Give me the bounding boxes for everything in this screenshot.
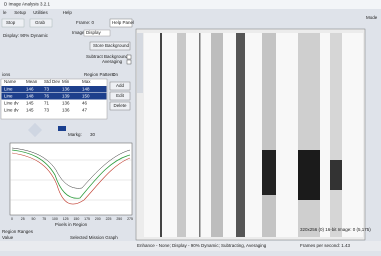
pattern-value: On [112, 72, 119, 77]
table-cell: 148 [26, 93, 34, 98]
help-label: Help Panel [112, 20, 134, 25]
frame-label: Frame: 0 [76, 20, 95, 25]
table-cell: Line dv [4, 100, 19, 105]
x-tick-label: 150 [73, 217, 79, 221]
x-tick-label: 225 [106, 217, 112, 221]
x-tick-label: 175 [84, 217, 90, 221]
table-cell: Line dv [4, 107, 19, 112]
table-cell: Line [4, 93, 13, 98]
display-mode: Display: 90% Dynamic [3, 33, 49, 38]
region-button-label: Delete [113, 103, 127, 108]
table-cell: 71 [44, 100, 50, 105]
image-label: Image: [72, 30, 86, 35]
regions-title: ions [2, 72, 11, 77]
x-tick-label: 25 [21, 217, 25, 221]
app-window: D Image Analysis 3.2.1 Mode le Setup Utili… [0, 0, 381, 251]
table-cell: 46 [82, 100, 88, 105]
table-cell: 145 [26, 100, 34, 105]
ranges-label: Region Ranges [2, 229, 34, 234]
menu-item[interactable]: Utilities [33, 10, 48, 15]
title-bar [0, 0, 381, 9]
table-cell: 76 [44, 93, 50, 98]
region-button-label: Add [116, 83, 125, 88]
table-cell: 73 [44, 107, 50, 112]
table-cell: Line [4, 86, 13, 91]
averaging-label: Averaging [102, 59, 123, 64]
mode-label: Mode [366, 15, 378, 20]
table-cell: 73 [44, 86, 50, 91]
region-button-label: Edit [116, 93, 125, 98]
stop-label: Stop [6, 20, 16, 25]
x-tick-label: 125 [63, 217, 69, 221]
image-info: 320x256 (0) 16-bit Image: 0 (5,175) [300, 227, 371, 232]
table-header: Std Dev [44, 79, 61, 84]
table-row[interactable] [2, 86, 107, 93]
table-row[interactable] [2, 93, 107, 100]
graph-x-label: Pixels in Region [55, 222, 88, 227]
store-label: Store Background [93, 43, 130, 48]
zoom-swatch [58, 126, 66, 131]
table-cell: 136 [62, 107, 70, 112]
table-cell: 47 [82, 107, 88, 112]
menu-item[interactable]: Setup [14, 10, 26, 15]
table-header: Mean [26, 79, 38, 84]
tool-strip[interactable] [137, 33, 143, 93]
status-fps: Frames per second: 1.43 [300, 243, 351, 248]
x-tick-label: 275 [127, 217, 133, 221]
table-header: Max [82, 79, 91, 84]
x-tick-label: 0 [11, 217, 13, 221]
pattern-label: Region Pattern: [84, 72, 115, 77]
table-header: Min [62, 79, 70, 84]
status-left: Enhance - None; Display - 90% Dynamic; S… [137, 243, 267, 248]
x-tick-label: 200 [95, 217, 101, 221]
x-tick-label: 100 [52, 217, 58, 221]
x-tick-label: 250 [116, 217, 122, 221]
table-cell: 136 [62, 100, 70, 105]
window-title: D Image Analysis 3.2.1 [4, 2, 51, 7]
mission-graph-label: Selected Mission Graph [70, 235, 118, 240]
subtract-checkbox[interactable] [127, 55, 131, 59]
menu-item[interactable]: Help [63, 10, 73, 15]
table-cell: 146 [26, 86, 34, 91]
value-label: Value [2, 235, 14, 240]
table-cell: 136 [62, 86, 70, 91]
table-cell: 139 [62, 93, 70, 98]
zoom-value: 30 [90, 132, 96, 137]
menu-item[interactable]: le [3, 10, 7, 15]
averaging-checkbox[interactable] [127, 60, 131, 64]
x-tick-label: 50 [32, 217, 36, 221]
x-tick-label: 75 [42, 217, 46, 221]
table-header: Name [4, 79, 17, 84]
table-cell: 145 [26, 107, 34, 112]
zoom-label: Markg: [68, 132, 82, 137]
table-cell: 150 [82, 93, 90, 98]
grab-label: Grab [35, 20, 46, 25]
image-value: Display [86, 30, 102, 35]
table-cell: 148 [82, 86, 90, 91]
